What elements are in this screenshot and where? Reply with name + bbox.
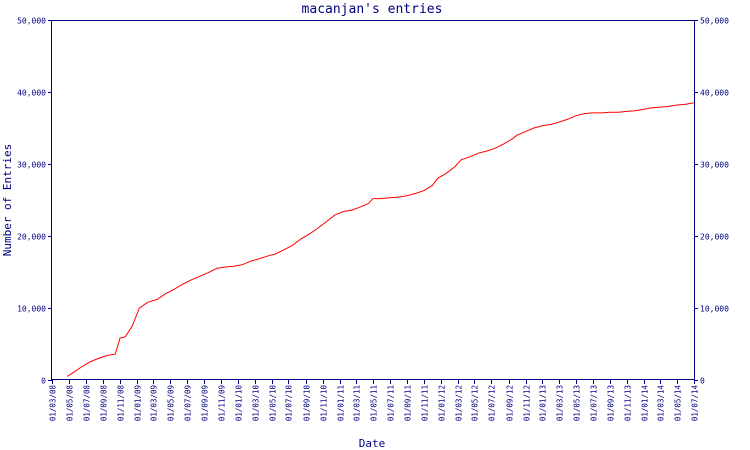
y-tick-label-right: 10,000: [700, 305, 729, 314]
x-tick-label: 01/07/08: [83, 385, 92, 422]
y-tick-label-left: 0: [41, 377, 46, 386]
x-tick-label: 01/03/14: [657, 385, 666, 422]
x-tick-label: 01/09/13: [607, 385, 616, 421]
y-tick-label-left: 30,000: [17, 161, 46, 170]
x-tick-label: 01/01/12: [438, 385, 447, 421]
y-tick-label-left: 40,000: [17, 89, 46, 98]
x-tick-label: 01/03/13: [556, 385, 565, 421]
x-tick-label: 01/01/14: [641, 385, 650, 422]
y-tick-label-left: 20,000: [17, 233, 46, 242]
x-tick-label: 01/09/12: [506, 385, 515, 421]
x-tick-label: 01/11/08: [117, 385, 126, 422]
x-tick-label: 01/09/10: [303, 385, 312, 422]
x-tick-label: 01/01/13: [539, 385, 548, 421]
x-tick-label: 01/01/09: [134, 385, 143, 421]
x-tick-label: 01/09/08: [100, 385, 109, 422]
y-tick-label-right: 0: [700, 377, 705, 386]
y-axis-title: Number of Entries: [1, 144, 14, 257]
x-tick-label: 01/11/10: [320, 385, 329, 422]
plot-frame: [51, 20, 695, 380]
x-tick-label: 01/07/13: [590, 385, 599, 421]
x-tick-label: 01/11/09: [218, 385, 227, 421]
x-tick-label: 01/01/11: [337, 385, 346, 421]
x-tick-label: 01/11/11: [421, 385, 430, 421]
x-tick-label: 01/07/09: [184, 385, 193, 421]
x-tick-label: 01/05/08: [66, 385, 75, 422]
x-tick-label: 01/05/14: [674, 385, 683, 422]
x-tick-label: 01/07/10: [285, 385, 294, 422]
x-tick-label: 01/05/11: [370, 385, 379, 421]
x-tick-label: 01/05/13: [573, 385, 582, 421]
y-axis-right: 0 10,000 20,000 30,000 40,000 50,000: [694, 17, 729, 386]
series-line: [67, 102, 695, 377]
y-tick-label-right: 30,000: [700, 161, 729, 170]
x-tick-label: 01/11/12: [523, 385, 532, 421]
y-tick-label-right: 20,000: [700, 233, 729, 242]
chart-title: macanjan's entries: [302, 2, 443, 17]
x-tick-label: 01/03/10: [252, 385, 261, 422]
x-tick-label: 01/03/11: [353, 385, 362, 421]
x-axis: 01/03/08 01/05/08 01/07/08 01/09/08 01/11/08…: [49, 380, 700, 421]
x-tick-label: 01/07/14: [691, 385, 700, 422]
y-axis-left: 0 10,000 20,000 30,000 40,000 50,000: [17, 17, 52, 386]
x-axis-title: Date: [359, 437, 386, 450]
x-tick-label: 01/05/10: [269, 385, 278, 422]
x-tick-label: 01/11/13: [624, 385, 633, 421]
x-tick-label: 01/05/09: [167, 385, 176, 421]
x-tick-label: 01/03/08: [49, 385, 58, 422]
x-tick-label: 01/09/09: [201, 385, 210, 421]
x-tick-label: 01/05/12: [471, 385, 480, 421]
y-tick-label-left: 50,000: [17, 17, 46, 26]
y-tick-label-left: 10,000: [17, 305, 46, 314]
x-tick-label: 01/01/10: [235, 385, 244, 422]
x-tick-label: 01/07/12: [488, 385, 497, 421]
x-tick-label: 01/07/11: [387, 385, 396, 421]
x-tick-label: 01/09/11: [404, 385, 413, 421]
x-tick-label: 01/03/09: [150, 385, 159, 421]
y-tick-label-right: 50,000: [700, 17, 729, 26]
series-layer: [67, 102, 695, 377]
y-tick-label-right: 40,000: [700, 89, 729, 98]
x-tick-label: 01/03/12: [455, 385, 464, 421]
